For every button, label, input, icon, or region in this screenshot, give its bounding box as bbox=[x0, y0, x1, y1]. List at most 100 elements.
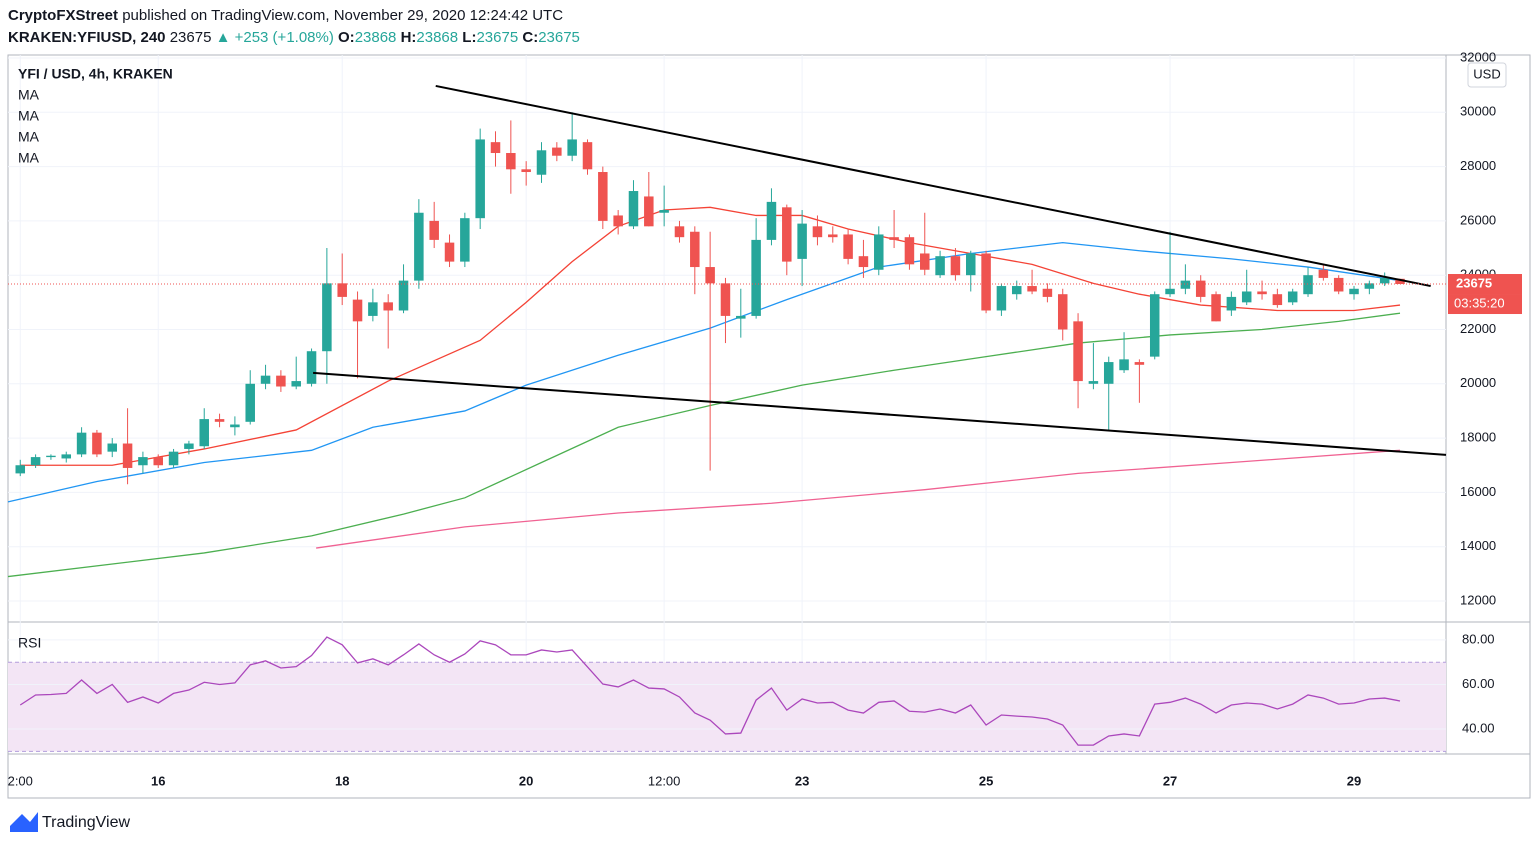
candle-body bbox=[736, 315, 746, 319]
candle-body bbox=[766, 201, 777, 240]
candle-body bbox=[30, 457, 41, 466]
candle-body bbox=[1226, 296, 1237, 311]
candle-body bbox=[184, 443, 194, 449]
candle-body bbox=[506, 153, 516, 170]
candle-body bbox=[291, 381, 301, 387]
candle-body bbox=[1134, 362, 1145, 365]
legend-entry: MA bbox=[18, 129, 40, 145]
x-tick-label: 18 bbox=[335, 773, 349, 788]
candle-body bbox=[260, 375, 271, 384]
y-tick-label: 12000 bbox=[1460, 592, 1496, 607]
candle-body bbox=[552, 147, 562, 156]
moving-average bbox=[7, 312, 1401, 578]
chart-frame bbox=[7, 54, 1531, 799]
rsi-line bbox=[19, 636, 1401, 746]
candle-body bbox=[659, 210, 669, 213]
countdown-tag bbox=[1448, 294, 1522, 315]
moving-average bbox=[7, 241, 1401, 503]
candle-body bbox=[598, 172, 608, 221]
candle-body bbox=[981, 253, 991, 311]
ohlc-value: 23868 bbox=[355, 29, 397, 46]
candle-body bbox=[904, 237, 915, 265]
candle-body bbox=[1349, 288, 1359, 295]
candle-body bbox=[444, 242, 455, 262]
y-tick-label: 60.00 bbox=[1462, 676, 1495, 691]
y-tick-label: 16000 bbox=[1460, 484, 1496, 499]
candle-body bbox=[1364, 283, 1375, 289]
y-tick-label: 20000 bbox=[1460, 375, 1496, 390]
candle-body bbox=[383, 302, 393, 311]
candle-body bbox=[1103, 362, 1114, 384]
candle-body bbox=[1057, 294, 1068, 330]
candle-body bbox=[168, 451, 179, 466]
legend-entry: MA bbox=[18, 108, 40, 124]
y-tick-label: 18000 bbox=[1460, 430, 1496, 445]
candle-body bbox=[1165, 288, 1175, 295]
candle-body bbox=[245, 383, 255, 422]
countdown-label: 03:35:20 bbox=[1454, 295, 1505, 310]
candle-body bbox=[1011, 286, 1022, 295]
candle-body bbox=[1119, 359, 1129, 371]
candle-body bbox=[46, 455, 56, 458]
candle-body bbox=[751, 239, 761, 316]
candle-body bbox=[1303, 275, 1313, 295]
candle-body bbox=[782, 207, 792, 262]
change: ▲ +253 (+1.08%) bbox=[216, 29, 334, 46]
candle-body bbox=[644, 196, 654, 227]
candle-body bbox=[429, 220, 439, 240]
x-tick-label: 25 bbox=[979, 773, 993, 788]
candle-body bbox=[15, 465, 26, 474]
publisher: CryptoFXStreet bbox=[8, 7, 118, 24]
candle-body bbox=[306, 351, 317, 384]
candle-body bbox=[230, 424, 240, 428]
candle-body bbox=[920, 253, 930, 270]
currency-box[interactable] bbox=[1467, 62, 1507, 88]
rsi-band bbox=[8, 662, 1446, 752]
x-tick-label: 29 bbox=[1347, 773, 1361, 788]
candle-body bbox=[276, 375, 286, 387]
candle-body bbox=[92, 432, 102, 455]
symbol: KRAKEN:YFIUSD, 240 bbox=[8, 29, 166, 46]
ohlc-value: 23675 bbox=[476, 29, 518, 46]
candle-body bbox=[996, 286, 1007, 311]
candle-body bbox=[536, 150, 547, 175]
candle-body bbox=[1395, 278, 1405, 285]
legend-entry: MA bbox=[18, 150, 40, 166]
moving-average bbox=[316, 449, 1401, 549]
candle-body bbox=[1149, 294, 1160, 357]
candle-body bbox=[797, 223, 807, 259]
candle-body bbox=[337, 283, 347, 297]
candle-body bbox=[138, 457, 148, 466]
rsi-title: RSI bbox=[18, 635, 41, 651]
last-price-label: 23675 bbox=[1456, 275, 1492, 290]
y-tick-label: 40.00 bbox=[1462, 720, 1495, 735]
ohlc-value: 23868 bbox=[416, 29, 458, 46]
y-tick-label: 22000 bbox=[1460, 321, 1496, 336]
candle-body bbox=[1257, 291, 1267, 295]
y-tick-label: 14000 bbox=[1460, 538, 1496, 553]
candle-body bbox=[1241, 291, 1252, 303]
y-tick-label: 80.00 bbox=[1462, 631, 1495, 646]
candle-body bbox=[76, 432, 87, 455]
candle-body bbox=[935, 256, 945, 276]
candle-body bbox=[1195, 280, 1206, 297]
y-tick-label: 28000 bbox=[1460, 158, 1496, 173]
trend-line bbox=[313, 371, 1447, 456]
x-tick-label: 16 bbox=[151, 773, 165, 788]
ohlc-label: O: bbox=[338, 29, 355, 46]
last: 23675 bbox=[170, 29, 212, 46]
legend-entry: MA bbox=[18, 87, 40, 103]
candle-body bbox=[843, 234, 853, 259]
ohlc-label: L: bbox=[462, 29, 476, 46]
candle-body bbox=[720, 283, 731, 316]
candle-body bbox=[674, 226, 685, 238]
ohlc-label: H: bbox=[401, 29, 417, 46]
candle-body bbox=[521, 169, 531, 173]
x-tick-label: 2:00 bbox=[8, 773, 33, 788]
candle-body bbox=[199, 419, 209, 447]
candle-body bbox=[613, 215, 623, 227]
candle-body bbox=[153, 457, 163, 466]
candle-body bbox=[322, 283, 332, 352]
candle-body bbox=[214, 419, 225, 422]
